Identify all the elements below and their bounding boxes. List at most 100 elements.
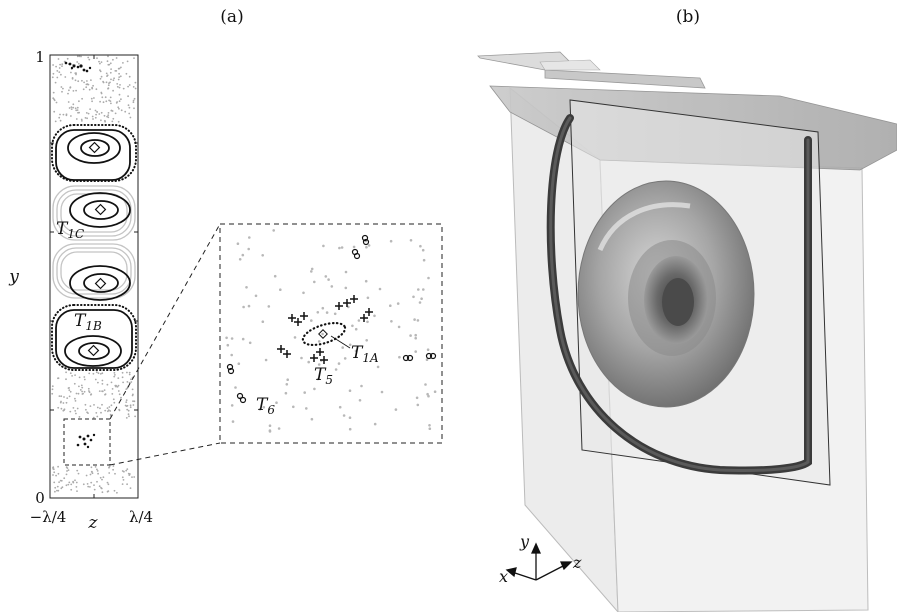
sea-dot bbox=[87, 485, 90, 488]
sea-dot bbox=[98, 390, 101, 392]
sea-dot bbox=[56, 70, 59, 72]
top-dark-cluster bbox=[64, 61, 92, 73]
sea-dot bbox=[85, 408, 87, 411]
sea-dot bbox=[118, 76, 121, 78]
sea-dot bbox=[128, 106, 131, 109]
sea-dot bbox=[92, 118, 94, 120]
sea-dot bbox=[81, 390, 83, 393]
inset-sea-dot bbox=[231, 420, 235, 423]
sea-dot bbox=[133, 57, 135, 59]
sea-dot bbox=[125, 469, 128, 472]
sea-dot bbox=[67, 92, 69, 95]
sea-dot bbox=[69, 372, 72, 375]
sea-dot bbox=[126, 381, 129, 383]
sea-dot bbox=[101, 478, 103, 481]
sea-dot bbox=[62, 402, 65, 404]
sea-dot bbox=[98, 113, 101, 115]
inset-sea-dot bbox=[376, 365, 380, 369]
inset-chaotic-dots bbox=[225, 229, 437, 433]
sea-dot bbox=[81, 386, 84, 389]
sea-dot bbox=[67, 469, 70, 471]
inset-sea-dot bbox=[412, 295, 415, 299]
sea-dot bbox=[72, 90, 75, 92]
sea-dot bbox=[86, 483, 89, 485]
t1a-center-marker bbox=[318, 329, 328, 339]
inset-sea-dot bbox=[300, 356, 303, 360]
sea-dot bbox=[80, 384, 83, 387]
sea-dot bbox=[110, 78, 112, 81]
sea-dot bbox=[118, 67, 121, 70]
poincare-strip-frame bbox=[49, 54, 139, 499]
sea-dot bbox=[77, 472, 80, 475]
sea-dot bbox=[104, 119, 106, 122]
sea-dot bbox=[72, 103, 75, 106]
sea-dot bbox=[96, 415, 99, 418]
inset-sea-dot bbox=[310, 270, 313, 273]
sea-dot bbox=[96, 406, 99, 409]
sea-dot bbox=[72, 106, 75, 109]
sea-dot bbox=[110, 381, 113, 384]
sea-dot bbox=[100, 61, 103, 63]
sea-dot bbox=[94, 109, 97, 112]
inset-sea-dot bbox=[389, 239, 393, 243]
sea-dot bbox=[58, 481, 60, 483]
inset-sea-dot bbox=[352, 245, 356, 249]
sea-dot bbox=[99, 77, 102, 80]
sea-dot bbox=[66, 470, 68, 472]
sea-dot bbox=[125, 401, 128, 403]
sea-dot bbox=[66, 467, 69, 469]
sea-dot bbox=[104, 393, 107, 395]
sea-dot bbox=[102, 81, 105, 84]
dark-ribbon-highlight bbox=[549, 116, 810, 473]
inset-sea-dot bbox=[360, 384, 363, 388]
sea-dot bbox=[52, 72, 55, 75]
inset-sea-dot bbox=[313, 387, 316, 391]
sea-dot bbox=[70, 115, 72, 117]
sea-dot bbox=[118, 86, 121, 89]
sea-dot bbox=[70, 108, 73, 110]
sea-dot bbox=[92, 372, 95, 375]
sea-dot bbox=[100, 92, 103, 95]
sea-dot bbox=[70, 106, 73, 108]
sea-dot bbox=[87, 112, 90, 115]
sea-dot bbox=[132, 101, 135, 104]
sea-dot bbox=[103, 389, 106, 391]
inset-sea-dot bbox=[273, 274, 277, 278]
sea-dot bbox=[90, 481, 93, 484]
sea-dot bbox=[76, 469, 79, 472]
inset-sea-dot bbox=[241, 253, 245, 257]
inset-sea-dot bbox=[242, 305, 245, 309]
inset-sea-dot bbox=[414, 336, 418, 340]
sea-dot bbox=[53, 110, 56, 113]
sea-dot bbox=[73, 382, 76, 385]
inset-sea-dot bbox=[310, 417, 314, 421]
sea-dot bbox=[129, 404, 132, 407]
z-tick-left: −λ/4 bbox=[30, 508, 67, 526]
sea-dot bbox=[97, 372, 100, 375]
inset-sea-dot bbox=[307, 360, 311, 364]
triad-x-label: x bbox=[499, 567, 508, 586]
z-tick-right: λ/4 bbox=[129, 508, 153, 526]
inset-sea-dot bbox=[409, 239, 413, 242]
inset-sea-dot bbox=[302, 291, 305, 295]
sea-dot bbox=[57, 465, 59, 468]
sea-dot bbox=[68, 389, 71, 391]
sea-dot bbox=[134, 81, 137, 84]
sea-dot bbox=[120, 396, 122, 399]
inset-sea-dot bbox=[373, 422, 377, 426]
inset-sea-dot bbox=[426, 348, 430, 352]
inset-sea-dot bbox=[342, 414, 346, 417]
sea-dot bbox=[52, 466, 55, 469]
label-t1b: T1B bbox=[74, 311, 102, 333]
sea-dot bbox=[124, 404, 127, 407]
inset-sea-dot bbox=[414, 333, 418, 337]
inset-sea-dot bbox=[316, 311, 320, 314]
inset-sea-dot bbox=[338, 246, 341, 250]
inset-sea-dot bbox=[366, 296, 370, 300]
sea-dot bbox=[129, 473, 131, 475]
label-t1a: T1A bbox=[351, 343, 379, 365]
sea-dot bbox=[115, 384, 117, 387]
sea-dot bbox=[70, 488, 73, 491]
y-axis-ticks bbox=[50, 55, 138, 498]
sea-dot bbox=[116, 101, 118, 103]
